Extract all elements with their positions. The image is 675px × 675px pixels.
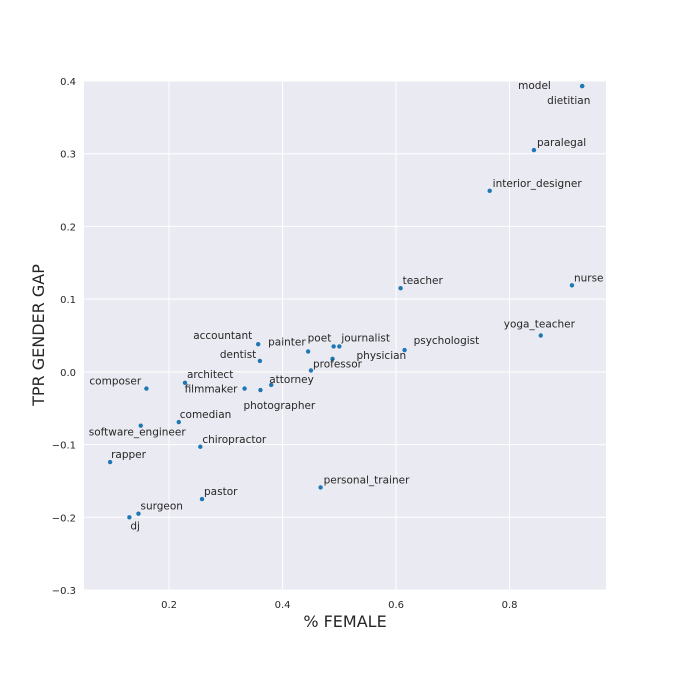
data-point-attorney [269,382,274,388]
point-label-psychologist: psychologist [414,335,480,347]
point-label-physician: physician [357,350,407,362]
point-label-paralegal: paralegal [537,137,586,149]
point-label-personal_trainer: personal_trainer [324,474,410,486]
data-point-software_engineer [138,423,143,428]
point-label-rapper: rapper [111,449,147,461]
data-point-accountant [255,342,261,347]
data-point-journalist [337,344,342,349]
y-tick-label: 0.0 [60,368,76,379]
point-label-chiropractor: chiropractor [202,434,267,446]
x-tick-label: 0.8 [502,600,518,611]
x-axis-title: % FEMALE [303,612,386,631]
point-label-pastor: pastor [204,486,238,498]
data-point-nurse [569,283,575,288]
data-point-teacher [398,286,403,291]
data-point-yoga_teacher [538,333,543,338]
data-point-physician [330,356,335,361]
point-label-yoga_teacher: yoga_teacher [504,319,576,331]
data-point-chiropractor [198,444,203,449]
data-point-filmmaker [242,386,247,391]
y-tick-label: 0.4 [60,77,76,88]
point-label-software_engineer: software_engineer [89,427,187,439]
point-label-photographer: photographer [243,400,315,412]
x-tick-label: 0.2 [161,600,177,611]
plot-area [84,81,606,590]
point-label-dj: dj [130,520,140,532]
point-label-surgeon: surgeon [140,501,182,513]
point-label-attorney: attorney [269,374,314,386]
data-point-painter [305,349,311,354]
point-label-nurse: nurse [574,272,604,284]
x-tick-label: 0.4 [275,600,291,611]
point-label-interior_designer: interior_designer [493,178,583,190]
data-point-poet [331,344,336,349]
x-tick-label: 0.6 [388,600,404,611]
data-point-photographer [258,387,263,393]
point-label-architect: architect [187,369,233,381]
data-point-dentist [257,358,263,364]
y-tick-label: −0.2 [52,513,76,524]
point-labels: model dietitian paralegal interior_designer… [89,80,604,532]
data-point-interior_designer [487,188,492,193]
tick-labels: 0.2 0.4 0.6 0.8 −0.3 −0.2 −0.1 0.0 0.1 0.2 0.3 0.4 [52,77,518,611]
data-point-composer [144,386,149,391]
data-point-personal_trainer [318,485,323,490]
point-label-model: model [518,80,551,92]
y-tick-label: 0.1 [60,295,76,306]
data-point-pastor [199,496,205,502]
data-point-architect [182,380,188,385]
data-point-paralegal [531,147,537,153]
data-point-psychologist [402,347,407,353]
data-point-surgeon [136,511,141,516]
data-point-dj [127,515,132,520]
point-label-poet: poet [308,332,332,344]
y-tick-label: 0.3 [60,150,76,161]
point-label-painter: painter [268,336,306,348]
point-label-dietitian: dietitian [547,95,590,107]
y-tick-label: 0.2 [60,222,76,233]
point-label-teacher: teacher [403,275,444,287]
data-point-professor [308,368,314,373]
data-point-rapper [107,459,113,465]
point-label-journalist: journalist [340,332,390,344]
y-tick-label: −0.1 [52,441,76,452]
point-label-accountant: accountant [193,330,252,342]
data-point-comedian [176,419,181,425]
point-label-comedian: comedian [180,409,232,421]
point-label-composer: composer [89,376,141,388]
y-axis-title: TPR GENDER GAP [29,264,48,407]
point-label-filmmaker: filmmaker [185,384,239,396]
grid-lines [84,80,606,591]
data-points [107,83,585,520]
data-point-dietitian [579,83,585,89]
point-label-dentist: dentist [220,349,256,361]
y-tick-label: −0.3 [52,586,76,597]
point-label-professor: professor [313,358,363,370]
